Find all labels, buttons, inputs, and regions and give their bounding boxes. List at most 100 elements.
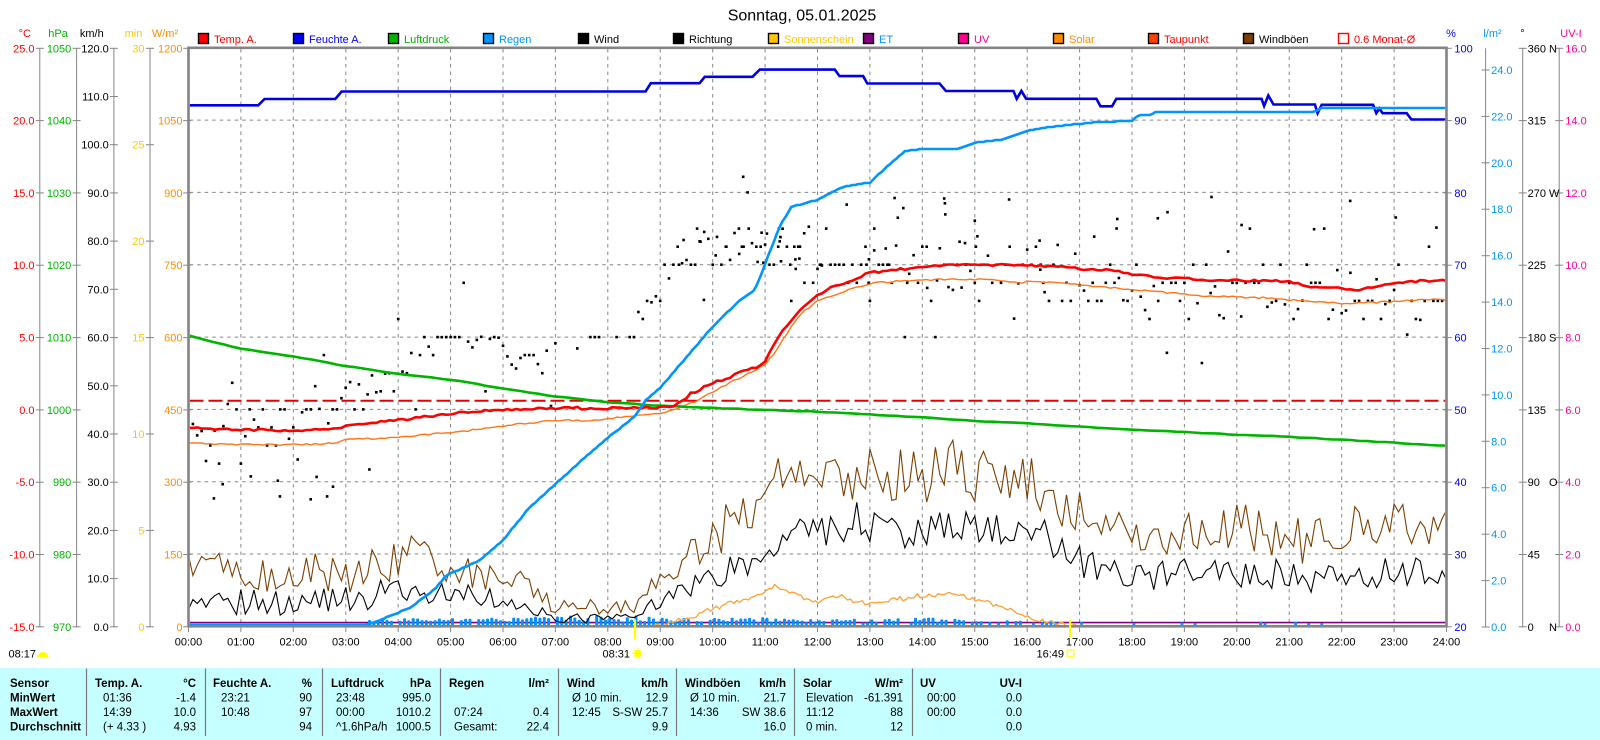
svg-text:03:00: 03:00 — [332, 637, 360, 649]
svg-text:Wind: Wind — [567, 678, 595, 690]
svg-text:100.0: 100.0 — [81, 140, 109, 152]
svg-text:14.0: 14.0 — [1491, 297, 1512, 309]
svg-text:10.0: 10.0 — [1491, 390, 1512, 402]
svg-text:1010: 1010 — [47, 333, 71, 345]
svg-text:W/m²: W/m² — [152, 28, 179, 40]
svg-text:07:24: 07:24 — [454, 707, 483, 719]
svg-text:24.0: 24.0 — [1491, 65, 1512, 77]
svg-text:Solar: Solar — [803, 678, 832, 690]
svg-text:%: % — [1446, 28, 1456, 40]
svg-text:W: W — [1549, 188, 1560, 200]
svg-text:Regen: Regen — [499, 34, 531, 46]
svg-text:Taupunkt: Taupunkt — [1164, 34, 1209, 46]
svg-text:1010.2: 1010.2 — [396, 707, 431, 719]
svg-text:10.0: 10.0 — [87, 574, 108, 586]
svg-text:12.0: 12.0 — [1491, 344, 1512, 356]
svg-text:60.0: 60.0 — [87, 333, 108, 345]
svg-text:16:49: 16:49 — [1036, 649, 1064, 661]
svg-text:°: ° — [1520, 28, 1524, 40]
svg-text:12:45: 12:45 — [572, 707, 601, 719]
svg-text:5: 5 — [138, 525, 144, 537]
svg-text:15.0: 15.0 — [13, 188, 34, 200]
svg-text:30.0: 30.0 — [87, 477, 108, 489]
svg-text:23:21: 23:21 — [221, 693, 250, 705]
svg-text:°C: °C — [183, 678, 196, 690]
svg-text:Windböen: Windböen — [685, 678, 740, 690]
svg-text:980: 980 — [53, 550, 71, 562]
svg-text:Luftdruck: Luftdruck — [331, 678, 385, 690]
svg-text:110.0: 110.0 — [82, 92, 109, 104]
svg-text:100: 100 — [1454, 43, 1472, 55]
svg-text:600: 600 — [164, 333, 182, 345]
svg-text:1020: 1020 — [47, 260, 71, 272]
svg-text:23:00: 23:00 — [1380, 637, 1408, 649]
svg-text:22.0: 22.0 — [1491, 111, 1512, 123]
svg-text:Ø 10 min.: Ø 10 min. — [572, 693, 622, 705]
svg-text:4.93: 4.93 — [174, 722, 196, 734]
svg-text:450: 450 — [164, 405, 182, 417]
svg-text:16.0: 16.0 — [1565, 43, 1586, 55]
svg-text:0: 0 — [1528, 622, 1534, 634]
svg-text:4.0: 4.0 — [1491, 529, 1506, 541]
svg-text:00:00: 00:00 — [175, 637, 203, 649]
svg-text:8.0: 8.0 — [1565, 333, 1580, 345]
svg-text:UV-I: UV-I — [1000, 678, 1022, 690]
svg-text:1050: 1050 — [47, 43, 71, 55]
svg-text:-61.391: -61.391 — [864, 693, 903, 705]
svg-text:11:00: 11:00 — [752, 637, 779, 649]
svg-text:01:36: 01:36 — [103, 693, 132, 705]
svg-text:Gesamt:: Gesamt: — [454, 722, 497, 734]
svg-text:15: 15 — [132, 333, 144, 345]
svg-text:0.0: 0.0 — [1006, 693, 1022, 705]
svg-text:24:00: 24:00 — [1433, 637, 1461, 649]
svg-text:0.0: 0.0 — [1491, 622, 1506, 634]
svg-text:0.0: 0.0 — [94, 622, 109, 634]
svg-text:11:12: 11:12 — [806, 707, 834, 719]
svg-text:N: N — [1549, 622, 1557, 634]
svg-text:88: 88 — [890, 707, 903, 719]
svg-text:9.9: 9.9 — [652, 722, 668, 734]
svg-text:10: 10 — [132, 429, 144, 441]
svg-text:12.0: 12.0 — [1565, 188, 1586, 200]
svg-text:13:00: 13:00 — [856, 637, 884, 649]
svg-text:90: 90 — [1454, 116, 1466, 128]
svg-text:80: 80 — [1454, 188, 1466, 200]
svg-text:0 min.: 0 min. — [806, 722, 837, 734]
svg-text:50: 50 — [1454, 405, 1466, 417]
svg-text:0.0: 0.0 — [1006, 707, 1022, 719]
svg-text:60: 60 — [1454, 333, 1466, 345]
svg-text:°C: °C — [19, 28, 31, 40]
svg-text:20:00: 20:00 — [1223, 637, 1251, 649]
svg-text:16:00: 16:00 — [1013, 637, 1041, 649]
svg-text:UV: UV — [974, 34, 990, 46]
svg-text:970: 970 — [53, 622, 71, 634]
svg-text:25.0: 25.0 — [13, 43, 34, 55]
svg-text:Temp. A.: Temp. A. — [214, 34, 257, 46]
svg-text:O: O — [1549, 477, 1558, 489]
svg-text:6.0: 6.0 — [1491, 483, 1506, 495]
svg-text:20.0: 20.0 — [87, 525, 108, 537]
svg-text:150: 150 — [164, 550, 182, 562]
svg-text:N: N — [1549, 43, 1557, 55]
svg-text:21:00: 21:00 — [1275, 637, 1303, 649]
svg-text:0.0: 0.0 — [1006, 722, 1022, 734]
svg-text:22.4: 22.4 — [527, 722, 550, 734]
svg-text:km/h: km/h — [80, 28, 104, 40]
svg-text:00:00: 00:00 — [336, 707, 365, 719]
svg-text:4.0: 4.0 — [1565, 477, 1580, 489]
svg-text:1000.5: 1000.5 — [396, 722, 431, 734]
svg-text:Ø 10 min.: Ø 10 min. — [690, 693, 740, 705]
svg-text:25: 25 — [132, 140, 144, 152]
svg-text:0: 0 — [138, 622, 144, 634]
svg-text:09:00: 09:00 — [646, 637, 674, 649]
svg-text:18.0: 18.0 — [1491, 204, 1512, 216]
svg-text:90.0: 90.0 — [87, 188, 108, 200]
svg-text:Richtung: Richtung — [689, 34, 732, 46]
svg-text:00:00: 00:00 — [927, 693, 956, 705]
svg-text:Sonnenschein: Sonnenschein — [784, 34, 854, 46]
svg-text:14:39: 14:39 — [103, 707, 132, 719]
svg-text:Feuchte A.: Feuchte A. — [309, 34, 362, 46]
svg-text:UV-I: UV-I — [1560, 28, 1581, 40]
svg-text:Windböen: Windböen — [1259, 34, 1309, 46]
svg-text:Sensor: Sensor — [10, 678, 50, 690]
